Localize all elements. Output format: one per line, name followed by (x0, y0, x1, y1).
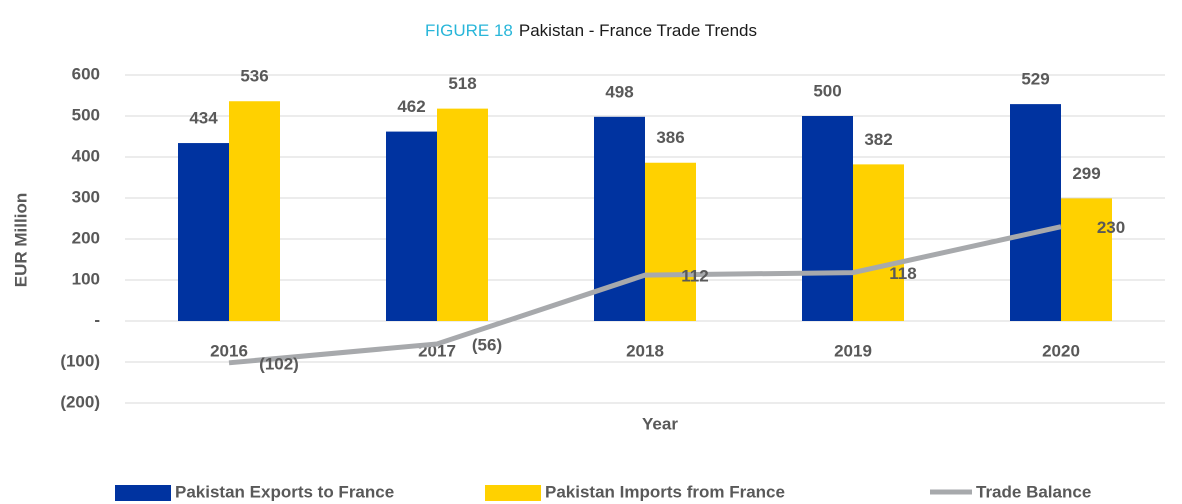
y-tick-label: 300 (72, 187, 100, 206)
chart-title-group: FIGURE 18 Pakistan - France Trade Trends (425, 21, 757, 40)
bar (386, 131, 437, 321)
bar-value-label: 434 (189, 109, 218, 128)
bar-value-label: 498 (605, 82, 633, 101)
legend-label: Pakistan Exports to France (175, 482, 394, 501)
y-tick-label: 200 (72, 228, 100, 247)
legend-swatch (115, 485, 171, 501)
x-tick-label: 2020 (1042, 341, 1080, 360)
bar-value-label: 529 (1021, 70, 1049, 89)
line-value-label: 230 (1097, 218, 1125, 237)
x-tick-label: 2018 (626, 341, 664, 360)
legend-label: Trade Balance (976, 482, 1091, 501)
y-tick-label: 500 (72, 105, 100, 124)
bar-value-label: 462 (397, 97, 425, 116)
x-tick-label: 2016 (210, 341, 248, 360)
line-value-label: 112 (681, 267, 708, 286)
chart-title: Pakistan - France Trade Trends (519, 21, 757, 40)
x-tick-label: 2019 (834, 341, 872, 360)
line-value-label: (102) (259, 354, 299, 373)
y-tick-label: (100) (60, 351, 100, 370)
bar-value-label: 299 (1072, 164, 1100, 183)
bar (802, 116, 853, 321)
y-tick-label: 600 (72, 64, 100, 83)
bar (853, 164, 904, 321)
bar-value-label: 382 (864, 130, 892, 149)
bar (437, 108, 488, 322)
bar-value-label: 536 (240, 67, 268, 86)
bar (1010, 104, 1061, 321)
bar (645, 162, 696, 321)
y-tick-label: 100 (72, 269, 100, 288)
bar (178, 143, 229, 321)
line-value-label: (56) (472, 335, 502, 354)
bar (229, 101, 280, 322)
bar-value-label: 518 (448, 74, 476, 93)
y-tick-label: - (94, 310, 100, 329)
bar (1061, 198, 1112, 321)
y-tick-label: 400 (72, 146, 100, 165)
y-axis-label: EUR Million (11, 193, 30, 287)
x-axis-label: Year (642, 414, 678, 433)
line-series (228, 224, 1062, 366)
figure-label: FIGURE 18 (425, 21, 513, 40)
legend-swatch (485, 485, 541, 501)
bar-value-label: 500 (813, 81, 841, 100)
y-tick-label: (200) (60, 392, 100, 411)
line-value-label: 118 (889, 264, 916, 283)
legend-label: Pakistan Imports from France (545, 482, 785, 501)
bar-value-label: 386 (656, 128, 684, 147)
